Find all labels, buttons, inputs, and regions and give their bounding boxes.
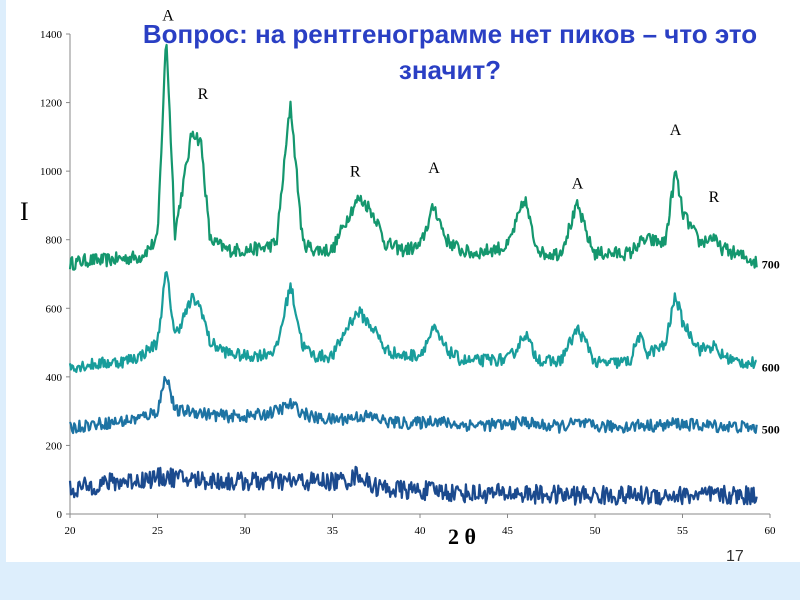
y-tick-label: 600 (46, 303, 63, 315)
phase-annotation: A (162, 7, 174, 24)
phase-annotation: R (350, 163, 361, 180)
chart-axes: 20 25 30 35 40 45 50 55 600200400600800100012001… (40, 29, 776, 537)
x-tick-label: 25 (152, 525, 164, 537)
phase-annotation: R (198, 86, 209, 103)
series-line-base (68, 465, 758, 506)
x-tick-label: 40 (415, 525, 427, 537)
bottom-decor-band (0, 562, 800, 600)
x-tick-label: 20 (65, 525, 77, 537)
x-tick-label: 50 (590, 525, 602, 537)
y-tick-label: 0 (57, 509, 63, 521)
left-decor-strip (0, 0, 6, 600)
phase-annotation: R (709, 189, 720, 206)
y-axis-label: I (20, 197, 29, 226)
x-tick-label: 35 (327, 525, 339, 537)
page-number: 17 (726, 548, 744, 565)
slide-title: Вопрос: на рентгенограмме нет пиков – чт… (142, 19, 758, 85)
series-line-500 (68, 375, 758, 435)
x-tick-label: 60 (765, 525, 777, 537)
y-tick-label: 400 (46, 372, 63, 384)
series-end-label: 600 (762, 361, 780, 375)
series-end-label: 500 (762, 422, 780, 436)
y-tick-label: 200 (46, 440, 63, 452)
series-line-600 (68, 271, 757, 374)
phase-annotation: A (572, 175, 584, 192)
x-tick-label: 45 (502, 525, 514, 537)
series-layer: 700 600 500 (68, 43, 780, 506)
y-tick-label: 1000 (40, 166, 63, 178)
phase-annotation: A (428, 160, 440, 177)
series-end-label: 700 (762, 258, 780, 272)
annotation-layer: A R R A A A R (162, 7, 719, 206)
phase-annotation: A (670, 122, 682, 139)
x-tick-label: 30 (240, 525, 252, 537)
y-tick-label: 1400 (40, 29, 63, 41)
x-axis-label: 2 θ (448, 524, 476, 549)
x-tick-label: 55 (677, 525, 689, 537)
y-tick-label: 1200 (40, 98, 63, 110)
y-tick-label: 800 (46, 235, 63, 247)
series-line-700 (68, 43, 758, 271)
